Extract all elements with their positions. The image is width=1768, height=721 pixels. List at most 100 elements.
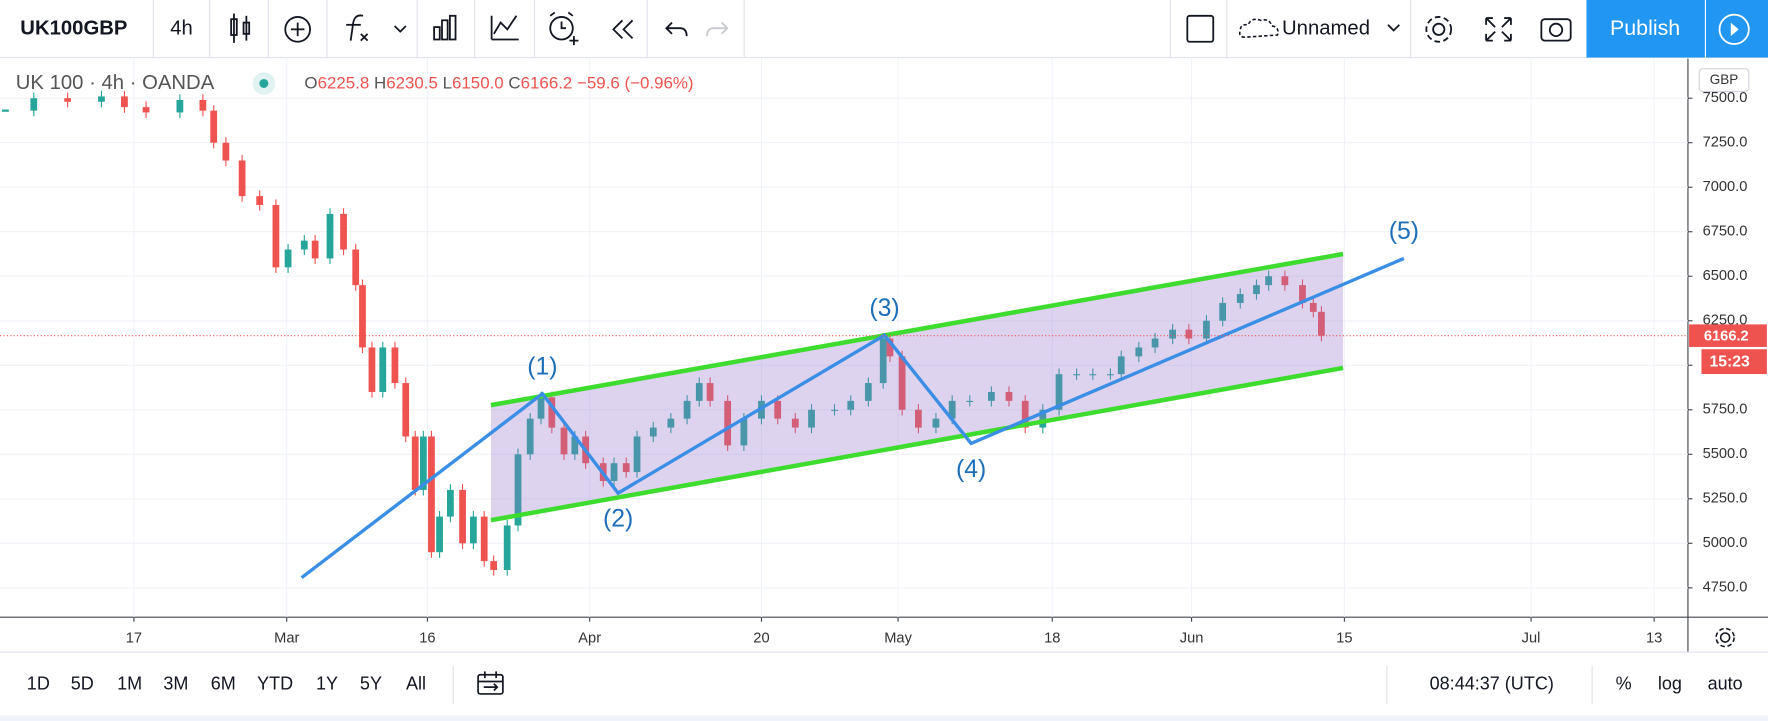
interval-button[interactable]: 4h (170, 18, 193, 40)
candle (490, 561, 498, 571)
wave-label: (1) (527, 353, 557, 380)
range-button[interactable]: All (406, 674, 426, 694)
candle (1299, 285, 1306, 303)
candle (311, 240, 319, 259)
fullscreen-icon[interactable] (1485, 17, 1512, 42)
candle (272, 205, 280, 268)
legend-title: UK 100 · 4h · OANDA (16, 72, 215, 94)
stream-icon-play (1730, 22, 1739, 37)
candle (391, 347, 399, 384)
candle (459, 489, 466, 544)
y-tick-label: 7250.0 (1703, 135, 1748, 151)
layout-menu-icon[interactable] (1387, 24, 1400, 32)
x-tick-label: 15 (1336, 631, 1352, 647)
candle (1089, 374, 1097, 376)
x-tick-label: Mar (274, 631, 299, 647)
x-tick-label: 17 (126, 631, 142, 647)
candle (724, 400, 732, 446)
candle (142, 107, 150, 113)
candle (831, 409, 838, 411)
ohlc-key: H (374, 74, 386, 93)
candle (1318, 311, 1325, 336)
range-button[interactable]: 1D (27, 674, 50, 694)
range-button[interactable]: 3M (163, 674, 188, 694)
y-tick-label: 7000.0 (1703, 179, 1748, 195)
fullscreen-select-icon[interactable] (1186, 14, 1215, 43)
toolbar-bg (0, 0, 1768, 58)
replay-icon[interactable] (612, 19, 634, 40)
ohlc-key: O (304, 74, 317, 93)
range-button[interactable]: 5Y (360, 674, 382, 694)
settings-icon[interactable] (1425, 16, 1453, 43)
candle (402, 383, 410, 437)
candle (948, 400, 956, 419)
grid (0, 58, 1688, 618)
currency-label[interactable]: GBP (1710, 72, 1739, 87)
range-button[interactable]: 5D (71, 674, 94, 694)
publish-button[interactable] (1586, 0, 1705, 58)
date-range-icon[interactable] (477, 671, 504, 695)
compare-icon[interactable] (284, 16, 311, 43)
candle (300, 240, 308, 250)
candle (1135, 347, 1143, 357)
candle (649, 427, 657, 437)
page-bottom-strip (0, 715, 1768, 721)
candle (1281, 276, 1289, 286)
candle (1253, 285, 1260, 295)
wave-label: (2) (603, 506, 633, 533)
candle (886, 338, 894, 357)
axis-settings-icon[interactable] (1715, 627, 1735, 648)
candle (1185, 329, 1193, 339)
snapshot-icon[interactable] (1540, 18, 1572, 42)
candle (548, 397, 556, 428)
candle (469, 516, 477, 544)
redo-icon[interactable] (706, 21, 729, 37)
x-tick-label: May (884, 631, 912, 647)
candle (847, 400, 855, 410)
channel-line (490, 251, 1344, 408)
x-tick-label: 13 (1646, 631, 1662, 647)
candle (1073, 374, 1080, 376)
candle (411, 436, 419, 490)
publish-label[interactable]: Publish (1610, 16, 1680, 40)
candle (774, 400, 782, 419)
range-button[interactable]: 1M (117, 674, 142, 694)
y-tick-label: 5750.0 (1703, 402, 1748, 418)
candle (966, 400, 974, 403)
range-button[interactable]: YTD (257, 674, 293, 694)
scale-option[interactable]: % (1616, 674, 1632, 694)
ideas-icon[interactable] (490, 15, 519, 41)
candle (436, 516, 443, 553)
candle (210, 110, 218, 143)
wave-label: (3) (869, 295, 899, 322)
scale-option[interactable]: log (1658, 674, 1682, 694)
candle (740, 418, 748, 446)
indicators-icon[interactable] (346, 14, 407, 42)
last-price-badge (1689, 324, 1767, 347)
x-tick-label: Jul (1522, 631, 1541, 647)
candle (30, 98, 38, 111)
layout-name[interactable]: Unnamed (1282, 18, 1370, 40)
candle (667, 418, 675, 428)
candle (695, 383, 703, 401)
cloud-icon[interactable] (1238, 18, 1279, 39)
candle (988, 391, 995, 401)
countdown-badge (1701, 349, 1767, 375)
currency-box[interactable] (1698, 68, 1750, 92)
symbol-button[interactable]: UK100GBP (20, 18, 127, 40)
undo-icon[interactable] (665, 21, 688, 37)
candles-icon[interactable] (230, 13, 251, 43)
range-button[interactable]: 1Y (316, 674, 338, 694)
alert-icon[interactable] (549, 11, 579, 46)
scale-option[interactable]: auto (1708, 674, 1743, 694)
candle (526, 418, 534, 455)
candle (808, 409, 815, 428)
wave-line (300, 256, 1405, 580)
candle (914, 409, 922, 428)
candle (326, 213, 334, 259)
x-tick-label: Jun (1180, 631, 1204, 647)
clock[interactable]: 08:44:37 (UTC) (1430, 674, 1554, 694)
templates-icon[interactable] (433, 14, 457, 41)
range-button[interactable]: 6M (211, 674, 236, 694)
